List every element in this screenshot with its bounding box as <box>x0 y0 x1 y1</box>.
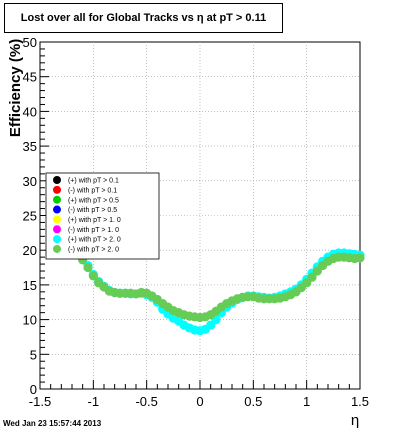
y-tick-label: 5 <box>30 347 37 362</box>
x-tick-label: 0 <box>196 394 203 409</box>
legend-label: (-) with pT > 1. 0 <box>68 227 119 234</box>
x-tick-label: 1.5 <box>351 394 369 409</box>
y-tick-label: 15 <box>23 278 37 293</box>
y-tick-label: 50 <box>23 35 37 50</box>
y-tick-label: 35 <box>23 139 37 154</box>
legend-marker <box>53 185 61 194</box>
legend-label: (-) with pT > 2. 0 <box>68 247 119 254</box>
legend-marker <box>53 205 61 214</box>
y-tick-label: 0 <box>30 382 37 397</box>
tick-labels: -1.5 -1 -0.5 0 0.5 1 1.5 0 5 10 15 20 25 30 35 40 45 50 <box>23 35 370 409</box>
legend-label: (+) with pT > 1. 0 <box>68 217 121 224</box>
series-7 <box>78 252 365 323</box>
legend-marker <box>53 225 61 234</box>
y-axis-label: Efficiency (%) <box>7 39 24 137</box>
legend-label: (+) with pT > 2. 0 <box>68 237 121 244</box>
x-tick-label: -1.5 <box>29 394 51 409</box>
axis-ticks <box>39 41 361 390</box>
legend-label: (-) with pT > 0.5 <box>68 207 117 214</box>
legend-marker <box>53 215 61 224</box>
data-points <box>78 248 365 336</box>
y-tick-label: 25 <box>23 209 37 224</box>
x-tick-label: -0.5 <box>135 394 157 409</box>
y-tick-label: 40 <box>23 104 37 119</box>
chart-title: Lost over all for Global Tracks vs η at … <box>20 12 267 24</box>
legend-marker <box>53 195 61 204</box>
data-point <box>83 262 93 273</box>
legend-marker <box>53 235 61 244</box>
legend: (+) with pT > 0.1 (-) with pT > 0.1 (+) wi… <box>45 172 160 260</box>
x-axis-label: η <box>351 412 359 429</box>
y-tick-label: 20 <box>23 243 37 258</box>
y-tick-label: 30 <box>23 174 37 189</box>
title-box: Lost over all for Global Tracks vs η at … <box>4 3 283 33</box>
data-point <box>88 271 98 281</box>
legend-marker <box>53 244 61 253</box>
legend-box <box>45 172 160 260</box>
x-tick-label: 0.5 <box>244 394 262 409</box>
y-tick-label: 10 <box>23 313 37 328</box>
x-tick-label: 1 <box>303 394 310 409</box>
legend-label: (-) with pT > 0.1 <box>68 187 117 194</box>
data-point <box>355 253 365 263</box>
legend-label: (+) with pT > 0.5 <box>68 197 119 204</box>
y-tick-label: 45 <box>23 70 37 85</box>
timestamp: Wed Jan 23 15:57:44 2013 <box>3 419 102 428</box>
legend-marker <box>53 176 61 184</box>
data-point <box>307 272 317 282</box>
x-tick-label: -1 <box>88 394 100 409</box>
legend-label: (+) with pT > 0.1 <box>68 178 119 185</box>
